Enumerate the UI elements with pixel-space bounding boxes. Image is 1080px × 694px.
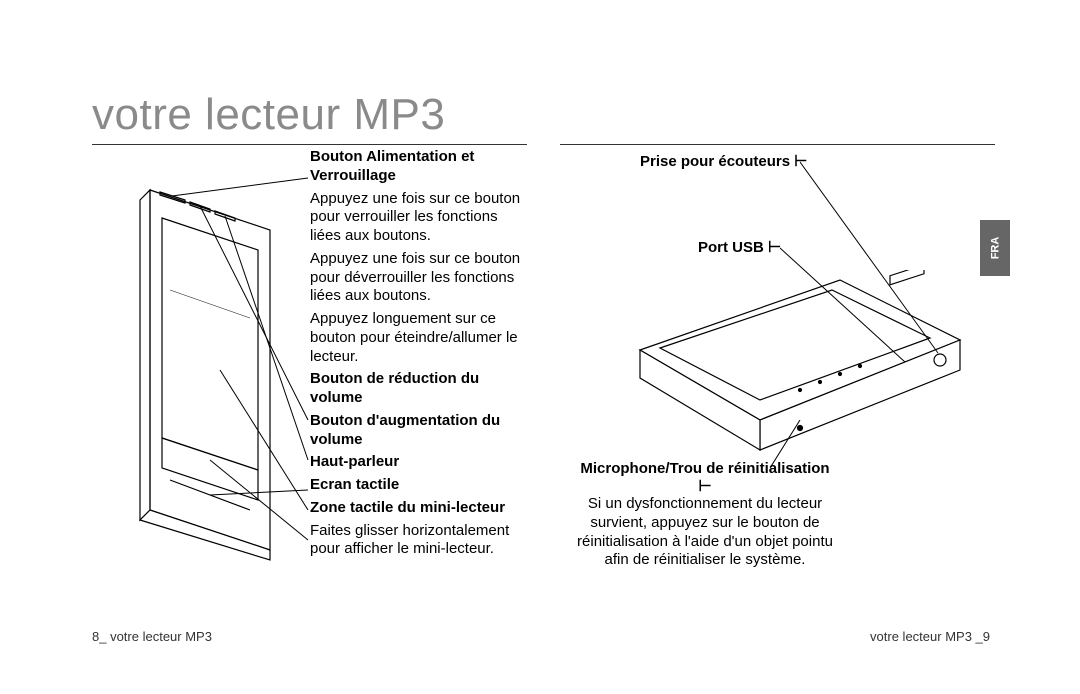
mic-reset-desc: Si un dysfonctionnement du lecteur survi… bbox=[575, 495, 835, 570]
headphone-jack-text: Prise pour écouteurs bbox=[640, 153, 790, 170]
device-front-illustration bbox=[90, 170, 310, 580]
power-lock-label: Bouton Alimentation et Verrouillage bbox=[310, 148, 474, 184]
mini-player-zone-label: Zone tactile du mini-lecteur bbox=[310, 499, 505, 516]
rule-left bbox=[92, 144, 527, 145]
power-lock-desc-2: Appuyez une fois sur ce bouton pour déve… bbox=[310, 250, 530, 306]
headphone-jack-label: Prise pour écouteurs ⊢ bbox=[640, 152, 807, 170]
page: votre lecteur MP3 FRA bbox=[0, 0, 1080, 694]
power-lock-desc-3: Appuyez longuement sur ce bouton pour ét… bbox=[310, 310, 530, 366]
page-title: votre lecteur MP3 bbox=[92, 90, 445, 140]
mini-player-zone-desc: Faites glisser horizontalement pour affi… bbox=[310, 522, 530, 560]
language-tab-label: FRA bbox=[989, 237, 1001, 260]
vol-down-label: Bouton de réduction du volume bbox=[310, 370, 479, 406]
speaker-label: Haut-parleur bbox=[310, 453, 399, 470]
power-lock-desc-1: Appuyez une fois sur ce bouton pour verr… bbox=[310, 190, 530, 246]
touchscreen-label: Ecran tactile bbox=[310, 476, 399, 493]
footer-right: votre lecteur MP3 _9 bbox=[870, 629, 990, 644]
vol-up-label: Bouton d'augmentation du volume bbox=[310, 412, 500, 448]
language-tab: FRA bbox=[980, 220, 1010, 276]
leader-usb bbox=[780, 244, 920, 374]
rule-right bbox=[560, 144, 995, 145]
footer-left: 8_ votre lecteur MP3 bbox=[92, 629, 212, 644]
usb-port-label: Port USB ⊢ bbox=[698, 238, 781, 256]
usb-port-text: Port USB bbox=[698, 239, 764, 256]
left-labels: Bouton Alimentation et Verrouillage Appu… bbox=[310, 148, 530, 563]
leader-icon: ⊢ bbox=[698, 478, 711, 495]
leader-mic bbox=[770, 420, 830, 470]
